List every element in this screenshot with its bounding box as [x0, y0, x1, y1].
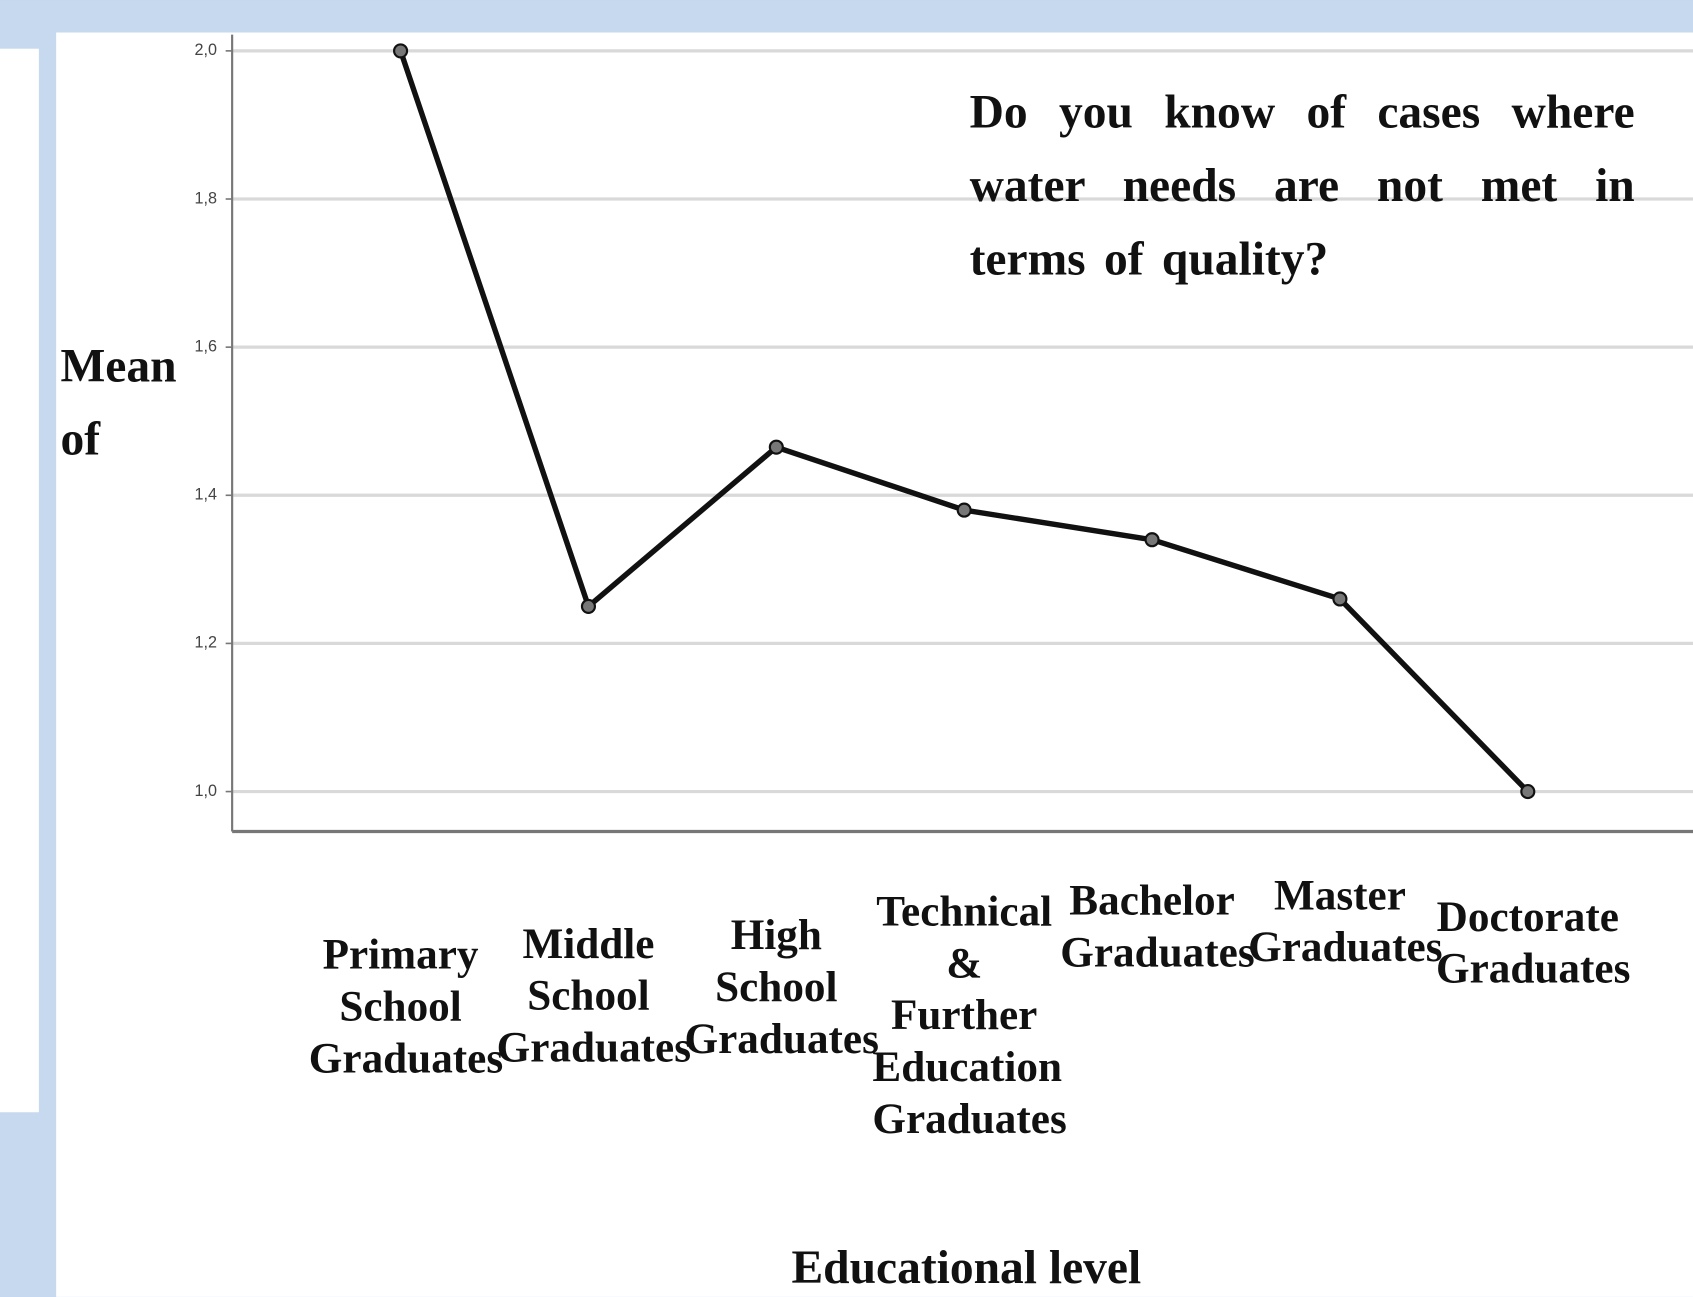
y-tick-label: 1,8	[195, 189, 218, 207]
side-panel	[0, 48, 39, 1113]
x-tick-label-box: Primary School Graduates	[308, 929, 504, 1083]
x-axis-label: Educational level	[791, 1240, 1142, 1294]
point	[1144, 532, 1160, 548]
x-tick-label: Primary School Graduates	[308, 929, 504, 1083]
y-label-box: Mean of	[60, 339, 177, 466]
y-tick-label: 1,2	[195, 634, 218, 652]
chart-panel	[56, 32, 1693, 1297]
x-tick-label: Bachelor Graduates	[1060, 875, 1255, 977]
point	[1332, 591, 1348, 607]
x-tick-label-box: High School Graduates	[684, 910, 879, 1063]
x-tick-label: Doctorate Graduates	[1436, 891, 1631, 993]
x-tick-label: Master Graduates	[1248, 870, 1443, 971]
x-tick-label: Middle School Graduates	[496, 918, 692, 1072]
x-label-box: Educational level	[791, 1240, 1142, 1294]
annotation-box: Do you know of cases where water needs a…	[969, 85, 1635, 286]
y-tick-label: 2,0	[195, 41, 218, 59]
y-axis-label: Mean of	[60, 339, 177, 466]
x-tick-label-box: Doctorate Graduates	[1436, 891, 1631, 993]
point	[768, 439, 784, 455]
y-tick-label: 1,4	[195, 486, 218, 504]
y-tick-label: 1,0	[195, 782, 218, 800]
point	[580, 598, 597, 614]
point	[1520, 784, 1536, 800]
x-tick-label-box: Master Graduates	[1248, 870, 1443, 971]
plot: 1,0 1,2 1,4 1,6 1,8 2,0 Primary School Graduat…	[195, 34, 1693, 1143]
y-tick-label: 1,6	[195, 337, 218, 355]
point	[393, 43, 409, 59]
point	[956, 502, 972, 518]
x-tick-label: Technical & Further Education Graduates	[872, 886, 1067, 1143]
annotation: Do you know of cases where water needs a…	[969, 85, 1635, 286]
x-tick-label: High School Graduates	[684, 910, 879, 1063]
x-tick-label-box: Middle School Graduates	[496, 918, 692, 1072]
x-tick-label-box: Technical & Further Education Graduates	[872, 886, 1067, 1143]
x-tick-label-box: Bachelor Graduates	[1060, 875, 1255, 977]
